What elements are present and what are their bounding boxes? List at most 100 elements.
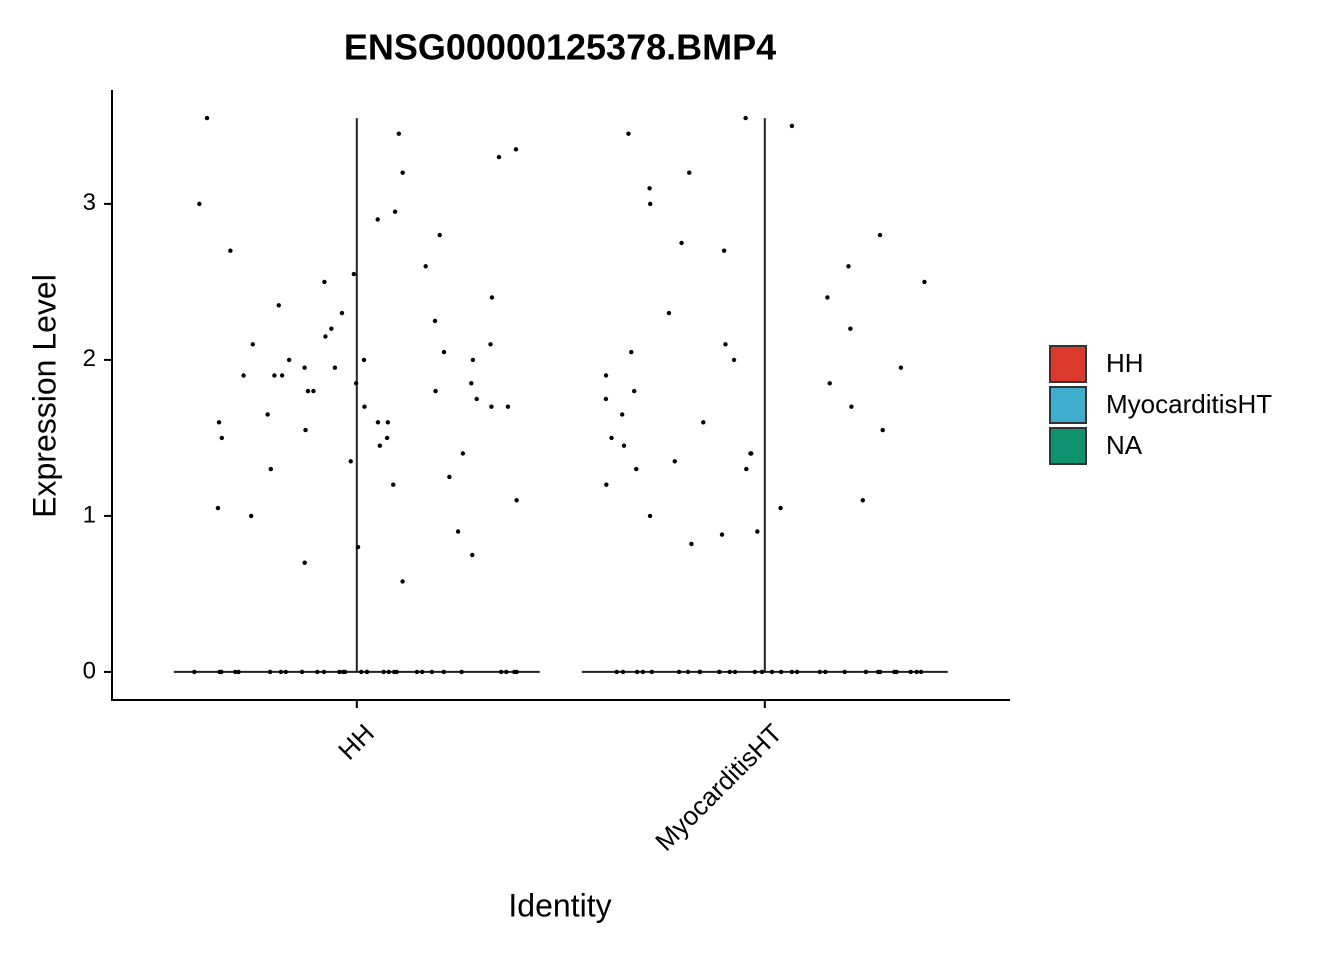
point (381, 669, 386, 675)
point (470, 552, 475, 558)
point (676, 669, 682, 675)
point (286, 357, 292, 363)
point (621, 443, 627, 448)
point (441, 349, 447, 355)
point (759, 669, 765, 675)
point (727, 669, 732, 675)
point (752, 669, 758, 675)
point (268, 466, 274, 472)
point (877, 669, 883, 675)
point (474, 396, 479, 402)
point (789, 123, 795, 129)
point (236, 669, 241, 675)
point (299, 669, 305, 675)
point (922, 279, 927, 285)
point (391, 669, 397, 675)
x-tick-label: MyocarditisHT (649, 718, 788, 857)
violin (173, 118, 540, 673)
point (283, 669, 288, 675)
point (687, 170, 692, 175)
point (332, 365, 338, 370)
point (918, 669, 924, 675)
point (429, 669, 435, 675)
point (634, 466, 639, 472)
point (489, 295, 495, 300)
point (778, 669, 784, 675)
point (265, 412, 270, 417)
x-axis-label: Identity (508, 887, 611, 923)
y-tick-label: 2 (83, 345, 96, 372)
point (278, 669, 284, 675)
point (329, 326, 334, 331)
point (321, 669, 327, 675)
point (880, 427, 885, 433)
point (323, 334, 328, 339)
point (216, 420, 222, 425)
y-tick-label: 0 (83, 657, 96, 684)
point (192, 669, 197, 675)
point (488, 342, 493, 347)
point (276, 303, 281, 308)
point (685, 669, 691, 675)
point (629, 349, 634, 355)
point (894, 669, 899, 675)
point (241, 373, 246, 378)
point (689, 541, 694, 547)
point (732, 669, 738, 675)
point (375, 420, 381, 425)
point (609, 435, 614, 441)
point (305, 388, 311, 394)
point (701, 420, 706, 425)
point (311, 388, 316, 394)
point (498, 669, 504, 675)
point (315, 669, 320, 675)
point (860, 498, 865, 503)
point (513, 147, 519, 152)
point (647, 513, 653, 519)
point (302, 560, 307, 565)
y-axis-label: Expression Level (26, 274, 62, 518)
point (470, 357, 476, 363)
chart-title: ENSG00000125378.BMP4 (344, 27, 776, 68)
point (433, 388, 438, 394)
point (362, 404, 367, 409)
point (898, 365, 904, 370)
point (248, 513, 254, 519)
point (419, 669, 425, 675)
point (914, 669, 919, 675)
point (204, 115, 210, 121)
point (614, 669, 619, 675)
point (489, 404, 494, 409)
point (303, 427, 308, 433)
point (697, 669, 703, 675)
point (842, 669, 847, 675)
point (679, 240, 684, 246)
point (603, 373, 609, 378)
point (504, 669, 509, 675)
point (337, 669, 342, 675)
point (496, 154, 502, 160)
point (512, 669, 517, 675)
point (723, 342, 728, 347)
point (385, 420, 391, 425)
point (794, 669, 800, 675)
point (400, 579, 405, 584)
point (396, 131, 402, 136)
legend-label: MyocarditisHT (1106, 389, 1272, 419)
point (647, 186, 652, 191)
y-tick-label: 3 (83, 189, 96, 216)
y-tick-label: 1 (83, 501, 96, 528)
violin (581, 118, 948, 673)
point (634, 669, 640, 675)
point (272, 373, 277, 378)
point (348, 459, 353, 464)
point (437, 232, 442, 238)
point (267, 669, 273, 675)
point (908, 669, 913, 675)
point (340, 669, 346, 675)
point (823, 669, 828, 675)
point (279, 373, 285, 378)
point (789, 669, 794, 675)
point (877, 232, 883, 238)
